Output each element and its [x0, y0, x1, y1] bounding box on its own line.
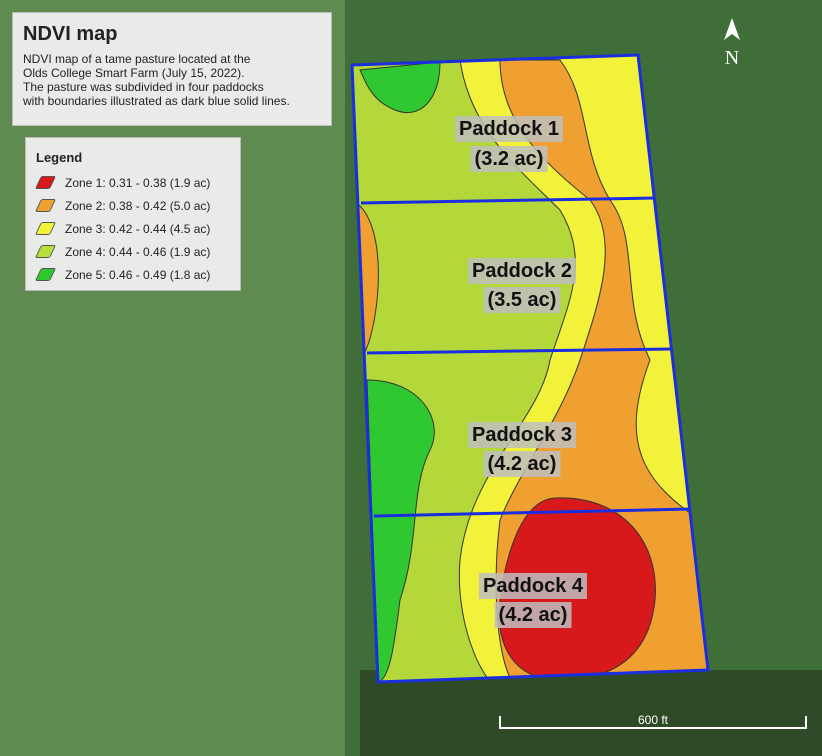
description: NDVI map of a tame pasture located at th… — [13, 52, 331, 108]
paddock-area: (3.5 ac) — [483, 287, 561, 313]
legend-items: Zone 1: 0.31 - 0.38 (1.9 ac) Zone 2: 0.38… — [26, 171, 240, 286]
field-left — [0, 0, 345, 756]
legend-title: Legend — [36, 150, 83, 165]
title: NDVI map — [23, 23, 118, 45]
header: NDVI map NDVI map of a tame pasture loca… — [12, 12, 332, 126]
legend-swatch — [34, 245, 57, 258]
legend-item: Zone 1: 0.31 - 0.38 (1.9 ac) — [34, 171, 240, 194]
paddock-area: (4.2 ac) — [494, 602, 572, 628]
legend-label: Zone 1: 0.31 - 0.38 (1.9 ac) — [65, 175, 211, 190]
description-line: The pasture was subdivided in four paddo… — [23, 80, 264, 94]
legend-label: Zone 4: 0.44 - 0.46 (1.9 ac) — [65, 244, 211, 259]
legend-swatch — [34, 222, 57, 235]
paddock-name: Paddock 3 — [467, 422, 577, 448]
legend-item: Zone 4: 0.44 - 0.46 (1.9 ac) — [34, 240, 240, 263]
legend: Legend Zone 1: 0.31 - 0.38 (1.9 ac) Zone … — [25, 137, 241, 291]
description-line: Olds College Smart Farm (July 15, 2022). — [23, 66, 245, 80]
paddock-boundaries — [350, 53, 710, 684]
paddock-name: Paddock 4 — [478, 573, 588, 599]
legend-item: Zone 5: 0.46 - 0.49 (1.8 ac) — [34, 263, 240, 286]
scale-bar — [499, 716, 807, 729]
north-label: N — [725, 47, 739, 69]
legend-swatch — [34, 176, 57, 189]
legend-label: Zone 3: 0.42 - 0.44 (4.5 ac) — [65, 221, 211, 236]
legend-label: Zone 2: 0.38 - 0.42 (5.0 ac) — [65, 198, 211, 213]
legend-item: Zone 3: 0.42 - 0.44 (4.5 ac) — [34, 217, 240, 240]
description-line: with boundaries illustrated as dark blue… — [23, 94, 290, 108]
trees — [360, 670, 822, 756]
north-arrow — [724, 18, 740, 40]
scale-label: 600 ft — [638, 713, 669, 727]
legend-item: Zone 2: 0.38 - 0.42 (5.0 ac) — [34, 194, 240, 217]
description-line: NDVI map of a tame pasture located at th… — [23, 52, 251, 66]
legend-swatch — [34, 268, 57, 281]
legend-label: Zone 5: 0.46 - 0.49 (1.8 ac) — [65, 267, 211, 282]
paddock-area: (4.2 ac) — [483, 451, 561, 477]
paddock-name: Paddock 2 — [467, 258, 577, 284]
paddock-area: (3.2 ac) — [470, 146, 548, 172]
paddock-name: Paddock 1 — [454, 116, 564, 142]
legend-swatch — [34, 199, 57, 212]
